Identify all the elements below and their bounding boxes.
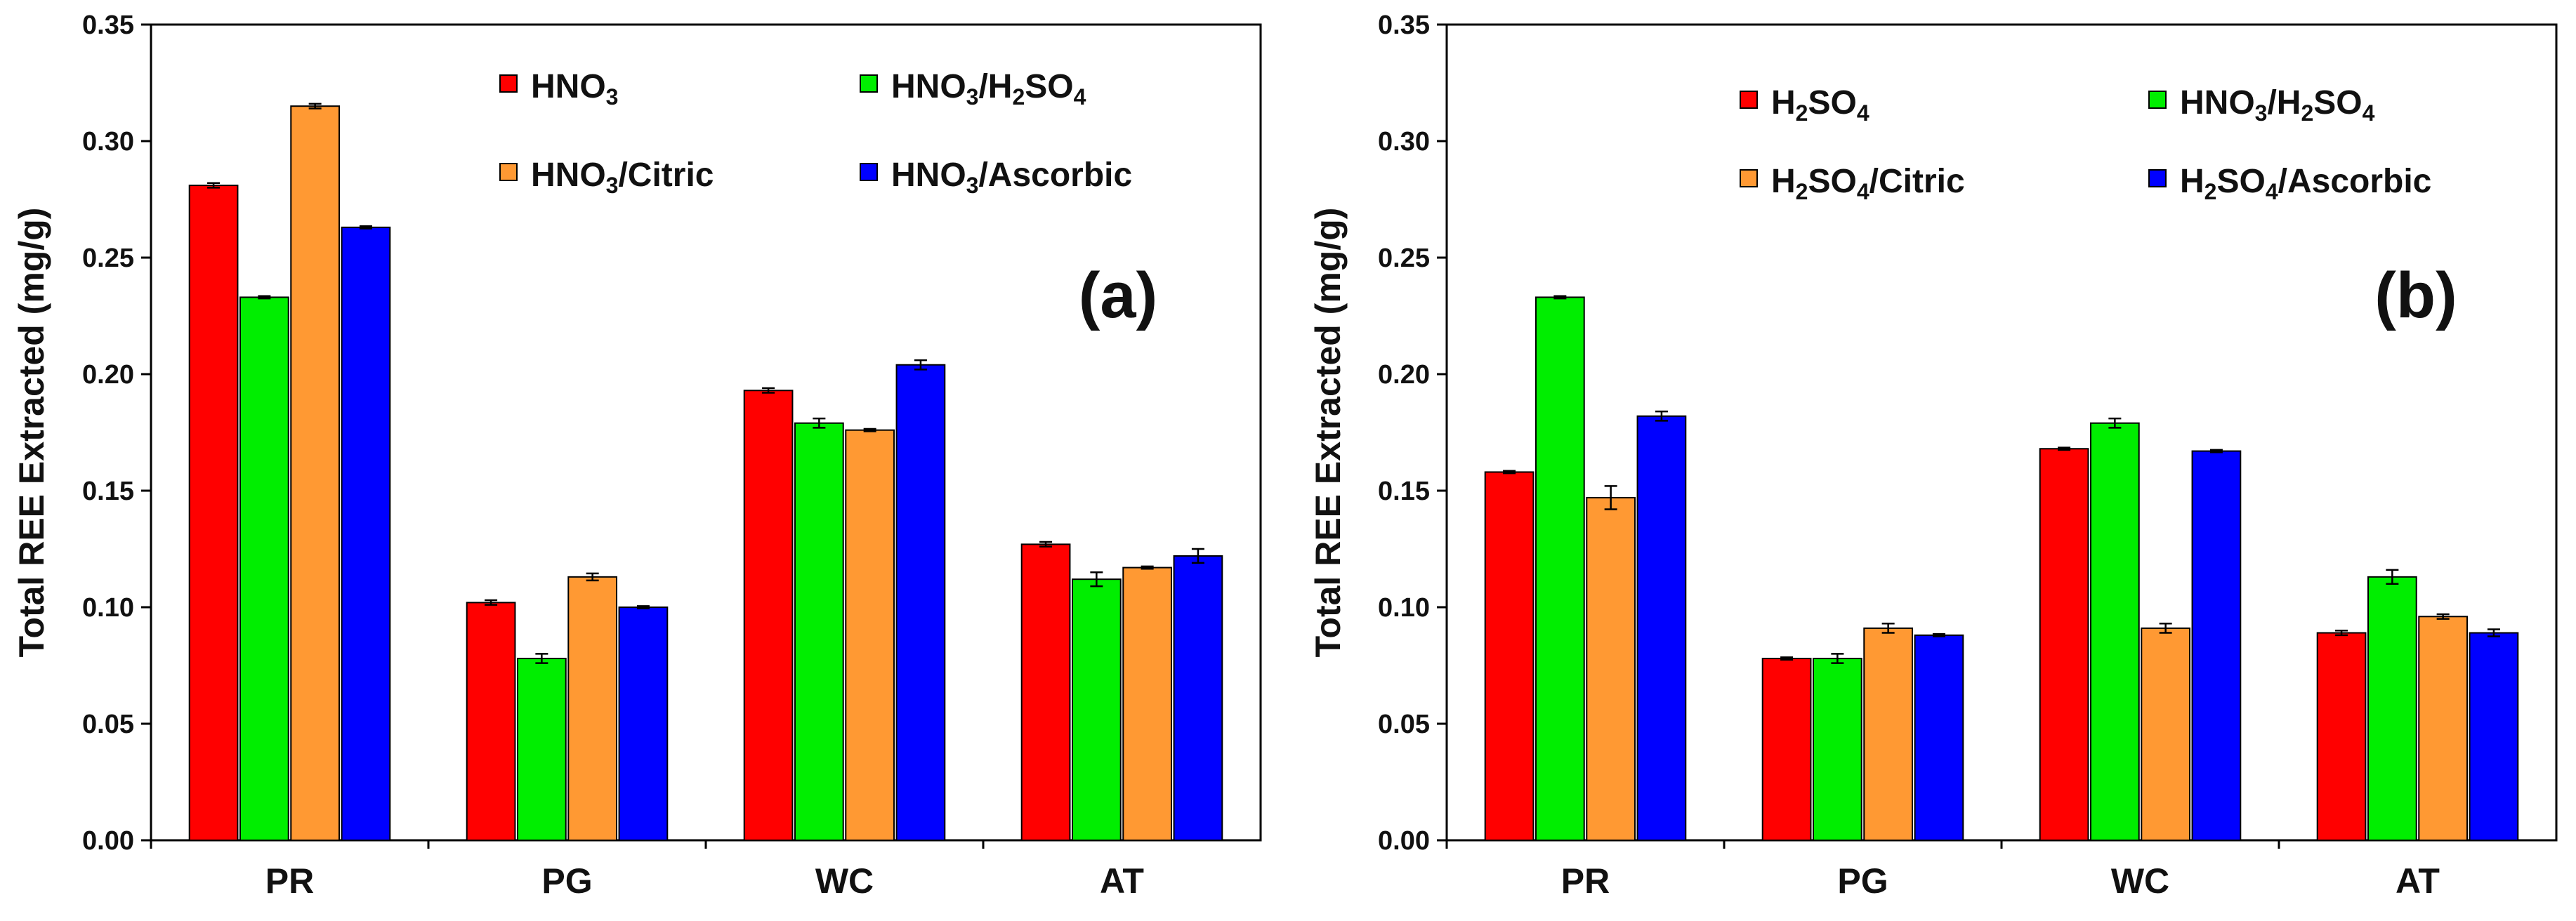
chart-panel-b: 0.00 0.05 0.10 0.15 0.20 0.25 0.30 0.35 Total RE… <box>1308 11 2558 901</box>
x-category-label: AT <box>2396 861 2440 901</box>
legend-label: H2SO4/Citric <box>1771 163 1965 204</box>
bar <box>1812 658 1862 841</box>
bar <box>1586 496 1636 842</box>
legend-label: HNO3/H2SO4 <box>2180 84 2375 126</box>
y-tick-label: 0.20 <box>82 360 134 390</box>
x-category-label: PR <box>265 861 314 901</box>
y-tick-label: 0.10 <box>1378 593 1430 623</box>
bar <box>2089 422 2140 841</box>
legend: HNO3 HNO3/H2SO4 HNO3/Citric HNO3/Ascorbic <box>499 68 1132 198</box>
legend-swatch <box>499 163 518 181</box>
bar <box>2039 448 2089 841</box>
bar <box>794 422 844 841</box>
y-tick-label: 0.10 <box>82 593 134 623</box>
y-tick-label: 0.00 <box>1378 826 1430 856</box>
legend-swatch <box>2148 91 2167 109</box>
bar <box>290 105 341 842</box>
y-tick-label: 0.25 <box>1378 244 1430 273</box>
bar <box>1173 555 1223 842</box>
y-tick-label: 0.00 <box>82 826 134 856</box>
bar <box>466 602 516 841</box>
x-category-label: WC <box>815 861 874 901</box>
bar <box>1122 566 1173 841</box>
y-tick-label: 0.05 <box>1378 710 1430 739</box>
bar <box>239 296 289 841</box>
y-tick-label: 0.15 <box>82 477 134 506</box>
legend-swatch <box>1740 169 1758 187</box>
bar <box>618 607 669 841</box>
x-category-label: PG <box>1837 861 1888 901</box>
legend: H2SO4 HNO3/H2SO4 H2SO4/Citric H2SO4/Ascorbi… <box>1740 84 2431 204</box>
bar <box>1863 627 1914 841</box>
y-tick-label: 0.30 <box>1378 127 1430 157</box>
bar <box>1636 415 1687 841</box>
bar <box>188 185 239 841</box>
bar <box>2191 450 2242 841</box>
chart-panel-a: 0.00 0.05 0.10 0.15 0.20 0.25 0.30 0.35 Total RE… <box>12 11 1262 901</box>
panel-label: (b) <box>2374 260 2457 331</box>
bar <box>2141 627 2191 841</box>
bar <box>1761 658 1812 841</box>
bar <box>743 390 794 841</box>
x-category-label: PR <box>1561 861 1610 901</box>
x-category-label: WC <box>2111 861 2169 901</box>
bar <box>845 429 895 841</box>
legend-swatch <box>2148 169 2167 187</box>
legend-label: H2SO4/Ascorbic <box>2180 163 2431 204</box>
legend-swatch <box>860 163 878 181</box>
panel-label: (a) <box>1079 260 1157 331</box>
bar <box>895 364 946 841</box>
legend-label: HNO3 <box>531 68 618 110</box>
bar <box>2316 632 2367 842</box>
y-tick-label: 0.35 <box>82 11 134 40</box>
bar <box>1535 296 1585 841</box>
legend-label: HNO3/Citric <box>531 157 714 198</box>
bar <box>1071 578 1122 841</box>
legend-label: HNO3/Ascorbic <box>891 157 1132 198</box>
y-tick-label: 0.30 <box>82 127 134 157</box>
y-tick-label: 0.35 <box>1378 11 1430 40</box>
bar <box>2469 632 2519 842</box>
bar <box>516 658 567 841</box>
x-category-label: AT <box>1100 861 1144 901</box>
y-tick-label: 0.05 <box>82 710 134 739</box>
legend-swatch <box>499 74 518 93</box>
legend-swatch <box>1740 91 1758 109</box>
legend-label: H2SO4 <box>1771 84 1869 126</box>
bar <box>2367 576 2417 842</box>
bar <box>1020 543 1071 841</box>
y-axis-label: Total REE Extracted (mg/g) <box>12 208 51 658</box>
y-tick-label: 0.15 <box>1378 477 1430 506</box>
legend-swatch <box>860 74 878 93</box>
y-axis-label: Total REE Extracted (mg/g) <box>1308 208 1348 658</box>
bar <box>1484 471 1535 841</box>
bar <box>2418 616 2469 842</box>
y-tick-label: 0.20 <box>1378 360 1430 390</box>
bar <box>341 226 391 841</box>
y-tick-label: 0.25 <box>82 244 134 273</box>
bar <box>1914 634 1964 842</box>
bar <box>567 576 618 842</box>
legend-label: HNO3/H2SO4 <box>891 68 1086 110</box>
x-category-label: PG <box>541 861 592 901</box>
